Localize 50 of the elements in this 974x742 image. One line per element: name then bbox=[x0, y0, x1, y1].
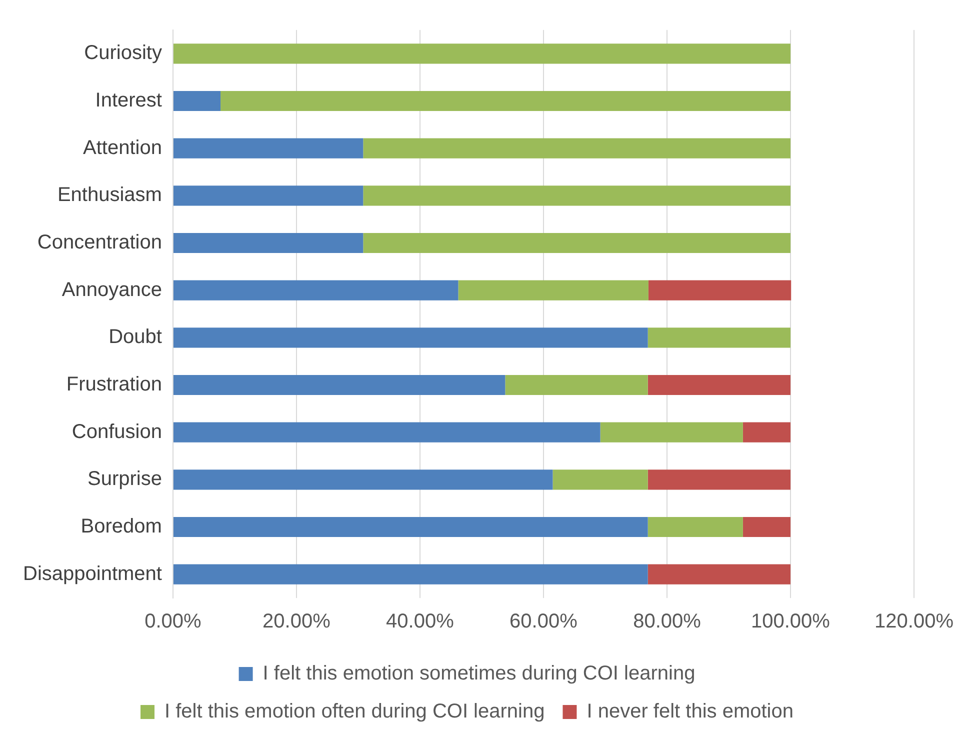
bar bbox=[648, 516, 743, 538]
bar bbox=[648, 374, 790, 396]
bar bbox=[173, 328, 648, 348]
bar bbox=[173, 422, 600, 442]
bar bbox=[173, 516, 648, 538]
y-tick-label: Interest bbox=[95, 90, 162, 112]
bar bbox=[363, 232, 790, 254]
bar bbox=[173, 186, 364, 206]
x-tick-label: 100.00% bbox=[751, 610, 830, 633]
y-tick-label: Disappointment bbox=[22, 562, 162, 585]
bar bbox=[742, 422, 790, 442]
x-tick-label: 20.00% bbox=[262, 610, 331, 633]
x-tick-label: 40.00% bbox=[386, 610, 454, 633]
bar bbox=[552, 470, 648, 490]
bar bbox=[173, 280, 458, 300]
bar bbox=[220, 90, 790, 112]
bar bbox=[742, 516, 790, 538]
bar bbox=[173, 374, 506, 396]
y-tick-label: Attention bbox=[83, 136, 162, 159]
x-tick-label: 0.00% bbox=[144, 610, 202, 633]
legend-label: I never felt this emotion bbox=[586, 700, 794, 723]
y-tick-label: Concentration bbox=[37, 232, 162, 254]
bar bbox=[173, 232, 364, 254]
y-tick-label: Surprise bbox=[87, 468, 162, 490]
legend-label: I felt this emotion often during COI learning bbox=[164, 700, 545, 723]
y-tick-label: Annoyance bbox=[62, 278, 162, 301]
bar bbox=[648, 470, 790, 490]
legend-label: I felt this emotion sometimes during COI learning bbox=[262, 662, 696, 685]
x-tick-label: 120.00% bbox=[874, 610, 954, 633]
x-tick-label: 80.00% bbox=[633, 610, 702, 633]
y-tick-label: Enthusiasm bbox=[57, 184, 162, 206]
bar bbox=[173, 470, 553, 490]
y-tick-label: Confusion bbox=[72, 420, 162, 443]
y-tick-label: Doubt bbox=[108, 326, 162, 348]
y-tick-label: Frustration bbox=[66, 374, 162, 396]
bar bbox=[458, 280, 648, 300]
bar bbox=[173, 44, 790, 64]
bar bbox=[363, 138, 790, 158]
bar bbox=[173, 90, 221, 112]
bar bbox=[648, 328, 790, 348]
bar bbox=[173, 564, 648, 584]
y-tick-label: Curiosity bbox=[84, 42, 162, 64]
y-tick-label: Boredom bbox=[80, 516, 162, 538]
bar bbox=[600, 422, 743, 442]
bar bbox=[648, 280, 792, 300]
bar bbox=[363, 186, 790, 206]
bar bbox=[648, 564, 790, 584]
bar bbox=[505, 374, 648, 396]
x-tick-label: 60.00% bbox=[510, 610, 578, 633]
bar bbox=[173, 138, 364, 158]
